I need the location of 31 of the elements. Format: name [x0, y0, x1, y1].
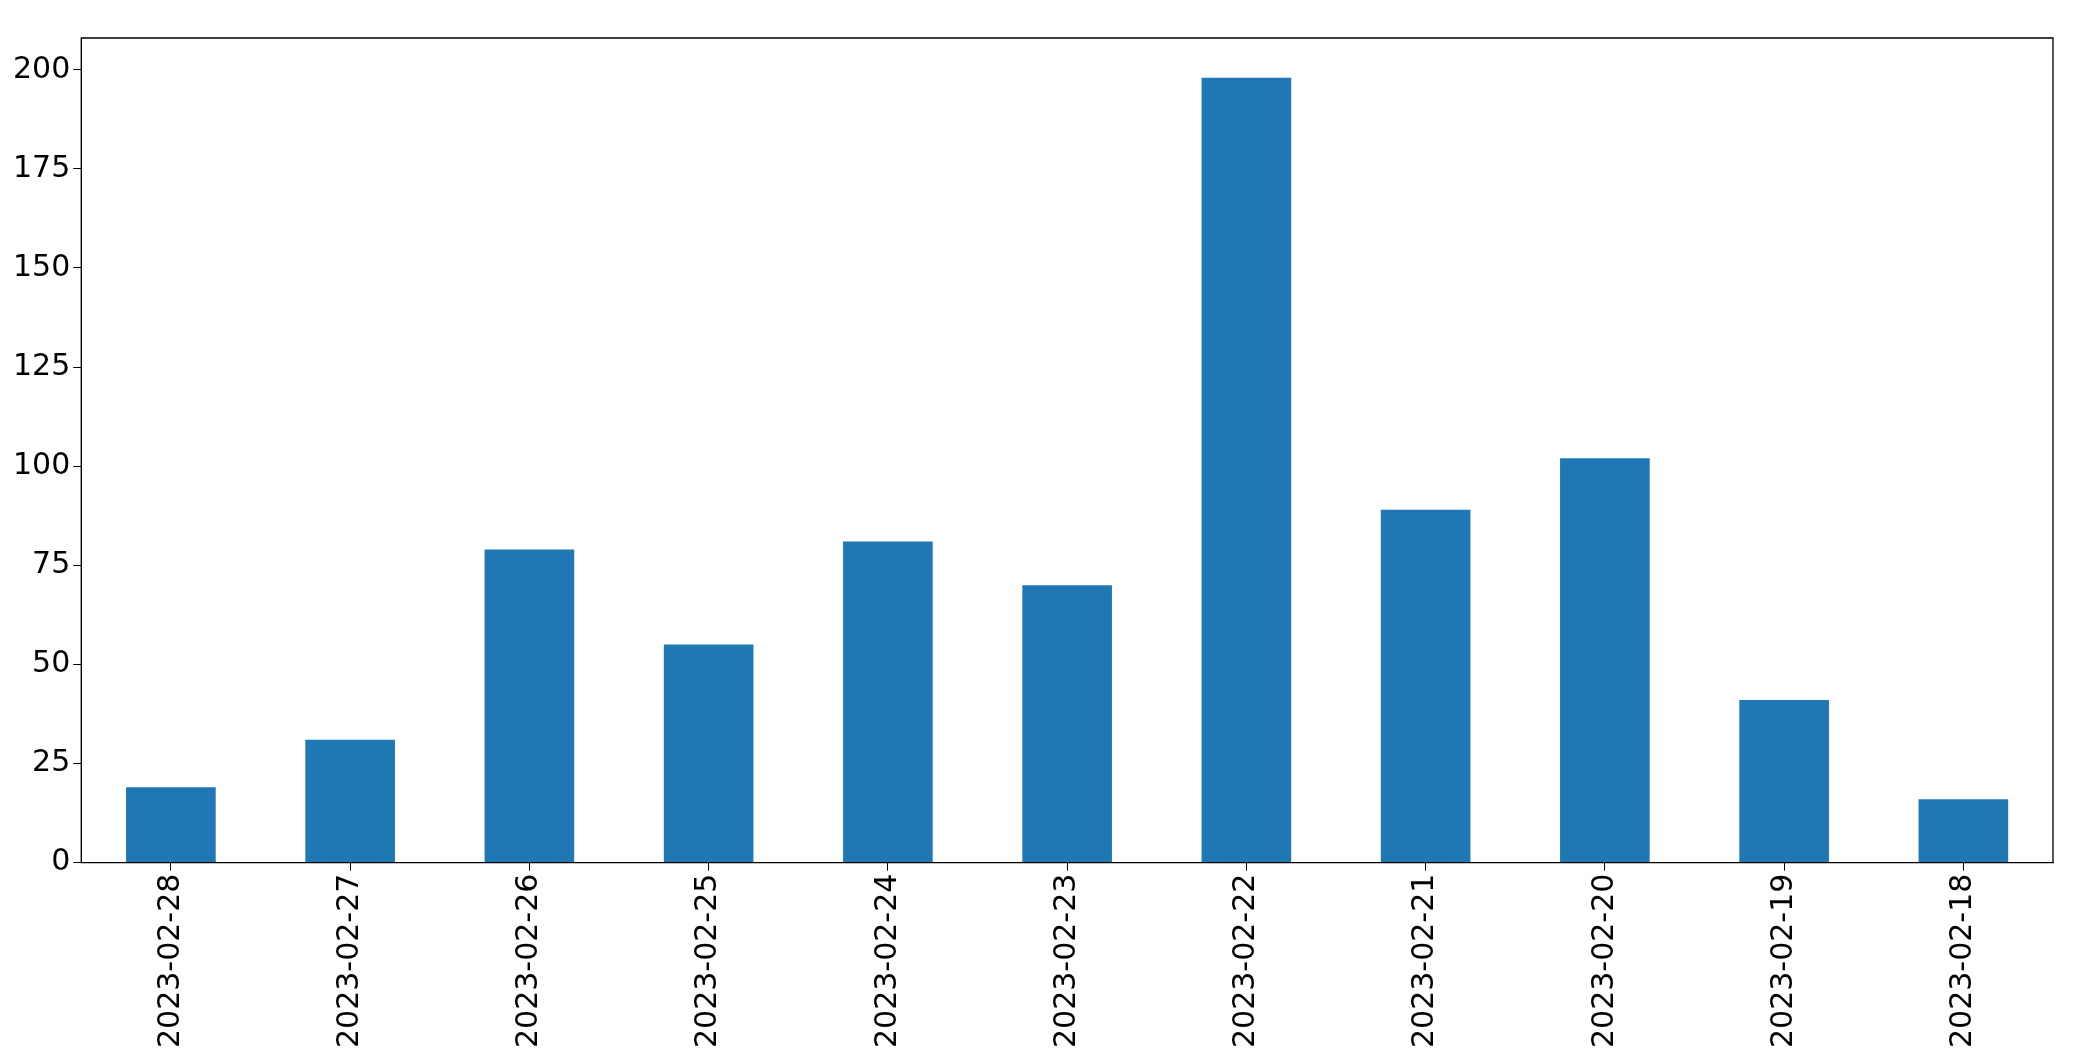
bar: [484, 549, 575, 863]
y-tick-label: 0: [51, 842, 71, 878]
x-tick-label: 2023-02-21: [1405, 873, 1441, 1049]
y-tick-label: 100: [13, 445, 71, 481]
bar: [843, 541, 933, 863]
y-tick-label: 175: [13, 148, 71, 184]
x-tick-label: 2023-02-20: [1584, 873, 1620, 1049]
bar: [1560, 458, 1650, 863]
x-tick-label: 2023-02-26: [509, 873, 545, 1049]
y-tick-label: 125: [13, 346, 71, 382]
x-tick-label: 2023-02-28: [150, 873, 186, 1049]
bar: [126, 787, 216, 863]
x-tick-label: 2023-02-24: [867, 873, 903, 1049]
y-tick-label: 150: [13, 247, 71, 283]
y-tick-label: 25: [32, 743, 71, 779]
x-tick-label: 2023-02-27: [329, 873, 365, 1049]
bar: [1918, 799, 2009, 863]
x-tick-label: 2023-02-23: [1046, 873, 1082, 1049]
x-tick-label: 2023-02-22: [1226, 873, 1262, 1049]
x-tick-label: 2023-02-18: [1943, 873, 1979, 1049]
bar: [1380, 509, 1471, 863]
bar: [1739, 700, 1829, 863]
y-tick-label: 50: [32, 644, 71, 680]
y-tick-label: 200: [13, 49, 71, 85]
bar: [1022, 585, 1112, 863]
bar: [663, 644, 754, 863]
x-tick-label: 2023-02-25: [688, 873, 724, 1049]
bar: [1201, 77, 1292, 863]
x-tick-label: 2023-02-19: [1763, 873, 1799, 1049]
bar: [305, 739, 395, 863]
y-tick-label: 75: [32, 545, 71, 581]
